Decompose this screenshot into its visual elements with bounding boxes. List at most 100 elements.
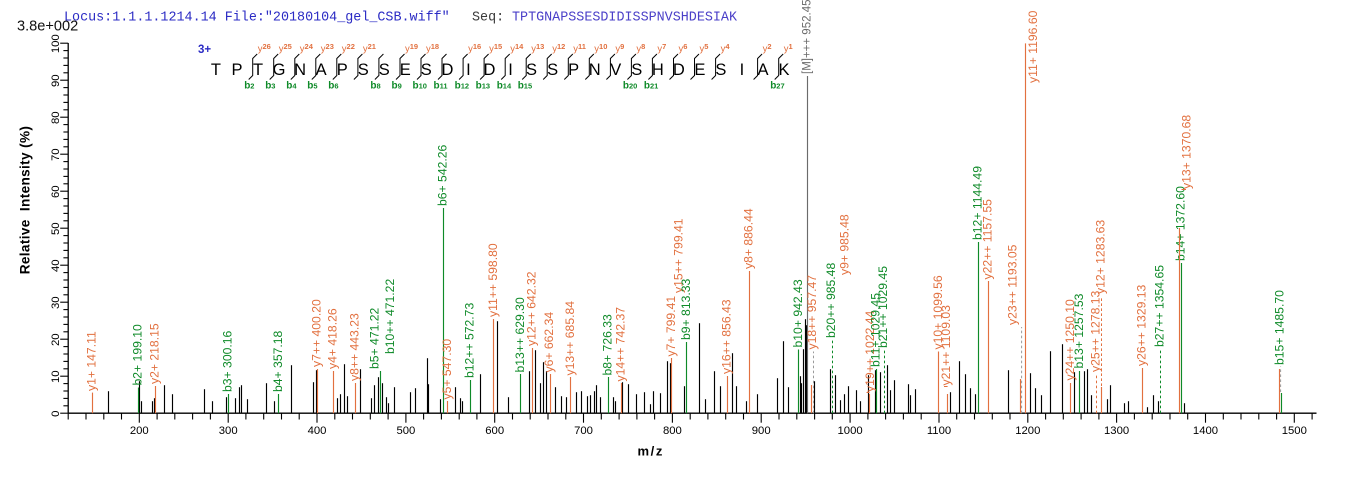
svg-text:y18++ 957.47: y18++ 957.47 bbox=[805, 275, 819, 350]
svg-text:A: A bbox=[757, 61, 768, 79]
svg-text:H: H bbox=[652, 61, 664, 79]
svg-text:b11+ 1029.45: b11+ 1029.45 bbox=[869, 293, 883, 367]
svg-text:600: 600 bbox=[485, 425, 504, 437]
svg-text:b3+ 300.16: b3+ 300.16 bbox=[220, 330, 234, 392]
svg-text:S: S bbox=[547, 61, 558, 79]
svg-text:b12+ 1144.49: b12+ 1144.49 bbox=[971, 166, 985, 240]
svg-text:b8: b8 bbox=[370, 81, 380, 92]
svg-text:y11+ 1196.60: y11+ 1196.60 bbox=[1026, 10, 1040, 83]
svg-text:E: E bbox=[400, 61, 411, 79]
svg-text:S: S bbox=[421, 61, 432, 79]
svg-text:b27: b27 bbox=[770, 81, 784, 92]
svg-text:b13++ 629.30: b13++ 629.30 bbox=[513, 297, 527, 372]
svg-text:b9: b9 bbox=[392, 81, 402, 92]
svg-text:S: S bbox=[379, 61, 390, 79]
svg-text:400: 400 bbox=[308, 425, 327, 437]
svg-text:b6: b6 bbox=[328, 81, 338, 92]
svg-text:b21: b21 bbox=[644, 81, 658, 92]
svg-text:T: T bbox=[211, 61, 221, 79]
svg-text:b15+ 1485.70: b15+ 1485.70 bbox=[1273, 290, 1287, 365]
svg-text:70: 70 bbox=[50, 148, 62, 161]
svg-text:b3: b3 bbox=[265, 81, 275, 92]
svg-text:b21++ 1029.45: b21++ 1029.45 bbox=[876, 266, 890, 348]
svg-text:S: S bbox=[715, 61, 726, 79]
svg-text:100: 100 bbox=[50, 34, 62, 53]
svg-text:1300: 1300 bbox=[1104, 425, 1129, 437]
svg-text:b10: b10 bbox=[413, 81, 427, 92]
svg-text:y8+ 886.44: y8+ 886.44 bbox=[741, 208, 755, 269]
svg-text:[M]+++ 952.45: [M]+++ 952.45 bbox=[802, 0, 814, 74]
svg-text:y9+ 985.48: y9+ 985.48 bbox=[838, 214, 852, 275]
svg-text:500: 500 bbox=[396, 425, 415, 437]
svg-text:G: G bbox=[273, 61, 286, 79]
svg-text:b13: b13 bbox=[476, 81, 490, 92]
svg-text:b27++ 1354.65: b27++ 1354.65 bbox=[1153, 265, 1167, 347]
svg-text:y5+ 547.30: y5+ 547.30 bbox=[440, 339, 454, 400]
svg-text:y13+ 1370.68: y13+ 1370.68 bbox=[1180, 115, 1194, 189]
svg-text:y2: y2 bbox=[763, 42, 772, 55]
svg-text:y5: y5 bbox=[700, 42, 709, 55]
svg-text:y12++ 642.32: y12++ 642.32 bbox=[525, 271, 539, 346]
svg-text:y6: y6 bbox=[679, 42, 688, 55]
svg-text:b14+ 1372.60: b14+ 1372.60 bbox=[1174, 186, 1188, 261]
svg-text:D: D bbox=[484, 61, 496, 79]
svg-text:20: 20 bbox=[50, 333, 62, 346]
svg-text:700: 700 bbox=[574, 425, 593, 437]
svg-text:I: I bbox=[508, 61, 513, 79]
svg-text:3+: 3+ bbox=[198, 44, 211, 56]
svg-text:b20: b20 bbox=[623, 81, 637, 92]
svg-text:y19++ 1022.44: y19++ 1022.44 bbox=[863, 310, 877, 392]
svg-text:0: 0 bbox=[50, 411, 62, 417]
svg-text:b12++ 572.73: b12++ 572.73 bbox=[463, 303, 477, 378]
svg-text:P: P bbox=[231, 61, 242, 79]
svg-text:y7: y7 bbox=[657, 42, 666, 55]
svg-text:y4+ 418.26: y4+ 418.26 bbox=[325, 308, 339, 369]
svg-text:K: K bbox=[778, 61, 789, 79]
svg-text:90: 90 bbox=[50, 74, 62, 87]
svg-text:y4: y4 bbox=[721, 42, 731, 55]
svg-text:Relative Intensity (%): Relative Intensity (%) bbox=[18, 126, 33, 275]
svg-text:Locus:1.1.1.1214.14 File:"2018: Locus:1.1.1.1214.14 File:"20180104_gel_C… bbox=[64, 11, 450, 26]
svg-text:y24++ 1250.10: y24++ 1250.10 bbox=[1063, 299, 1077, 381]
svg-text:1100: 1100 bbox=[927, 425, 951, 437]
svg-text:y1: y1 bbox=[784, 42, 793, 55]
svg-text:50: 50 bbox=[50, 222, 62, 235]
svg-text:TPTGNAPSSESDIDISSPNVSHDESIAK: TPTGNAPSSESDIDISSPNVSHDESIAK bbox=[512, 11, 738, 26]
svg-text:b12: b12 bbox=[455, 81, 469, 92]
svg-text:V: V bbox=[610, 61, 621, 79]
svg-text:b15: b15 bbox=[518, 81, 532, 92]
svg-text:y21++ 1109.03: y21++ 1109.03 bbox=[939, 305, 953, 386]
svg-text:D: D bbox=[673, 61, 685, 79]
svg-text:y10+ 1099.56: y10+ 1099.56 bbox=[931, 275, 945, 349]
svg-text:1400: 1400 bbox=[1193, 425, 1218, 437]
svg-text:y23++ 1193.05: y23++ 1193.05 bbox=[1006, 244, 1020, 325]
svg-text:Seq:: Seq: bbox=[472, 11, 504, 26]
svg-text:b14: b14 bbox=[497, 81, 512, 92]
svg-text:y8++ 443.23: y8++ 443.23 bbox=[348, 313, 362, 381]
svg-text:y7++ 400.20: y7++ 400.20 bbox=[309, 299, 323, 367]
svg-text:A: A bbox=[316, 61, 327, 79]
svg-text:y11++ 598.80: y11++ 598.80 bbox=[486, 243, 500, 317]
svg-text:b5+ 471.22: b5+ 471.22 bbox=[368, 307, 382, 369]
svg-text:b10++ 471.22: b10++ 471.22 bbox=[383, 279, 397, 354]
svg-text:b13+ 1257.53: b13+ 1257.53 bbox=[1072, 293, 1086, 368]
svg-text:y22++ 1157.55: y22++ 1157.55 bbox=[981, 199, 995, 280]
svg-text:S: S bbox=[631, 61, 642, 79]
svg-text:S: S bbox=[526, 61, 537, 79]
svg-text:y6+ 662.34: y6+ 662.34 bbox=[542, 312, 556, 373]
svg-text:40: 40 bbox=[50, 259, 62, 272]
svg-text:b9+ 813.33: b9+ 813.33 bbox=[679, 278, 693, 340]
svg-text:y13++ 685.84: y13++ 685.84 bbox=[563, 301, 577, 376]
svg-text:1500: 1500 bbox=[1282, 425, 1307, 437]
svg-text:900: 900 bbox=[752, 425, 771, 437]
svg-text:200: 200 bbox=[130, 425, 149, 437]
svg-text:b6+ 542.26: b6+ 542.26 bbox=[436, 144, 450, 206]
svg-text:b11: b11 bbox=[434, 81, 448, 92]
svg-text:b2+ 199.10: b2+ 199.10 bbox=[130, 324, 144, 386]
svg-text:I: I bbox=[740, 61, 745, 79]
svg-text:60: 60 bbox=[50, 185, 62, 198]
svg-text:b20++ 985.48: b20++ 985.48 bbox=[824, 263, 838, 338]
svg-text:m/z: m/z bbox=[638, 444, 664, 459]
svg-text:N: N bbox=[294, 61, 306, 79]
svg-text:3.8e+002: 3.8e+002 bbox=[17, 19, 78, 35]
